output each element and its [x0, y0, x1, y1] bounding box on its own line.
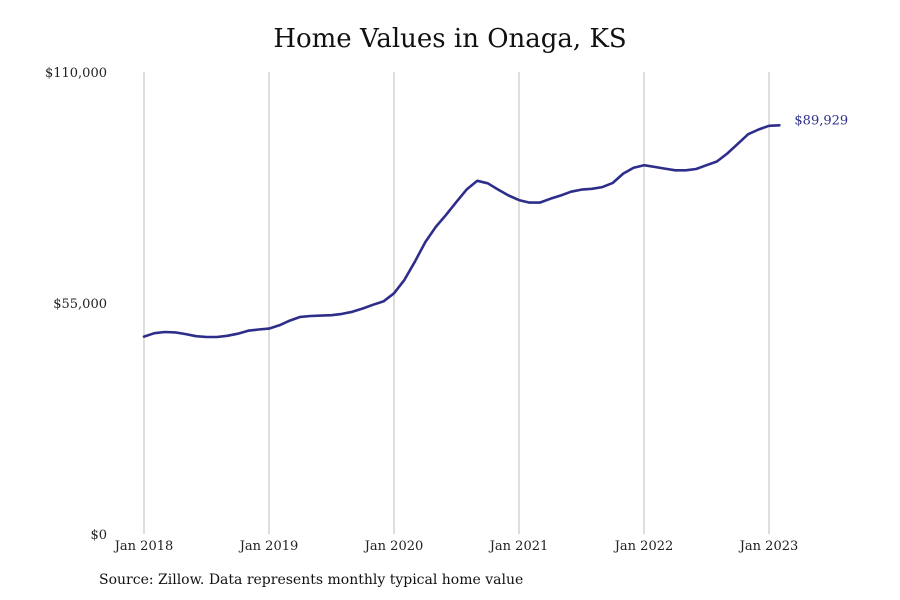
x-tick-label: Jan 2022 [613, 539, 674, 554]
x-tick-label: Jan 2020 [363, 539, 424, 554]
series-line [142, 124, 781, 339]
gridlines [143, 72, 770, 534]
y-axis: $0 $55,000 $110,000 [45, 66, 107, 543]
x-tick-label: Jan 2021 [488, 539, 549, 554]
source-note: Source: Zillow. Data represents monthly … [99, 572, 524, 588]
end-value-label: $89,929 [794, 113, 848, 128]
y-tick-label: $110,000 [45, 66, 107, 81]
x-axis: Jan 2018 Jan 2019 Jan 2020 Jan 2021 Jan 2022… [113, 539, 799, 554]
y-tick-label: $55,000 [53, 297, 107, 312]
chart-title: Home Values in Onaga, KS [273, 24, 627, 54]
y-tick-label: $0 [90, 528, 107, 543]
x-tick-label: Jan 2018 [113, 539, 174, 554]
x-tick-label: Jan 2023 [738, 539, 799, 554]
x-tick-label: Jan 2019 [238, 539, 299, 554]
